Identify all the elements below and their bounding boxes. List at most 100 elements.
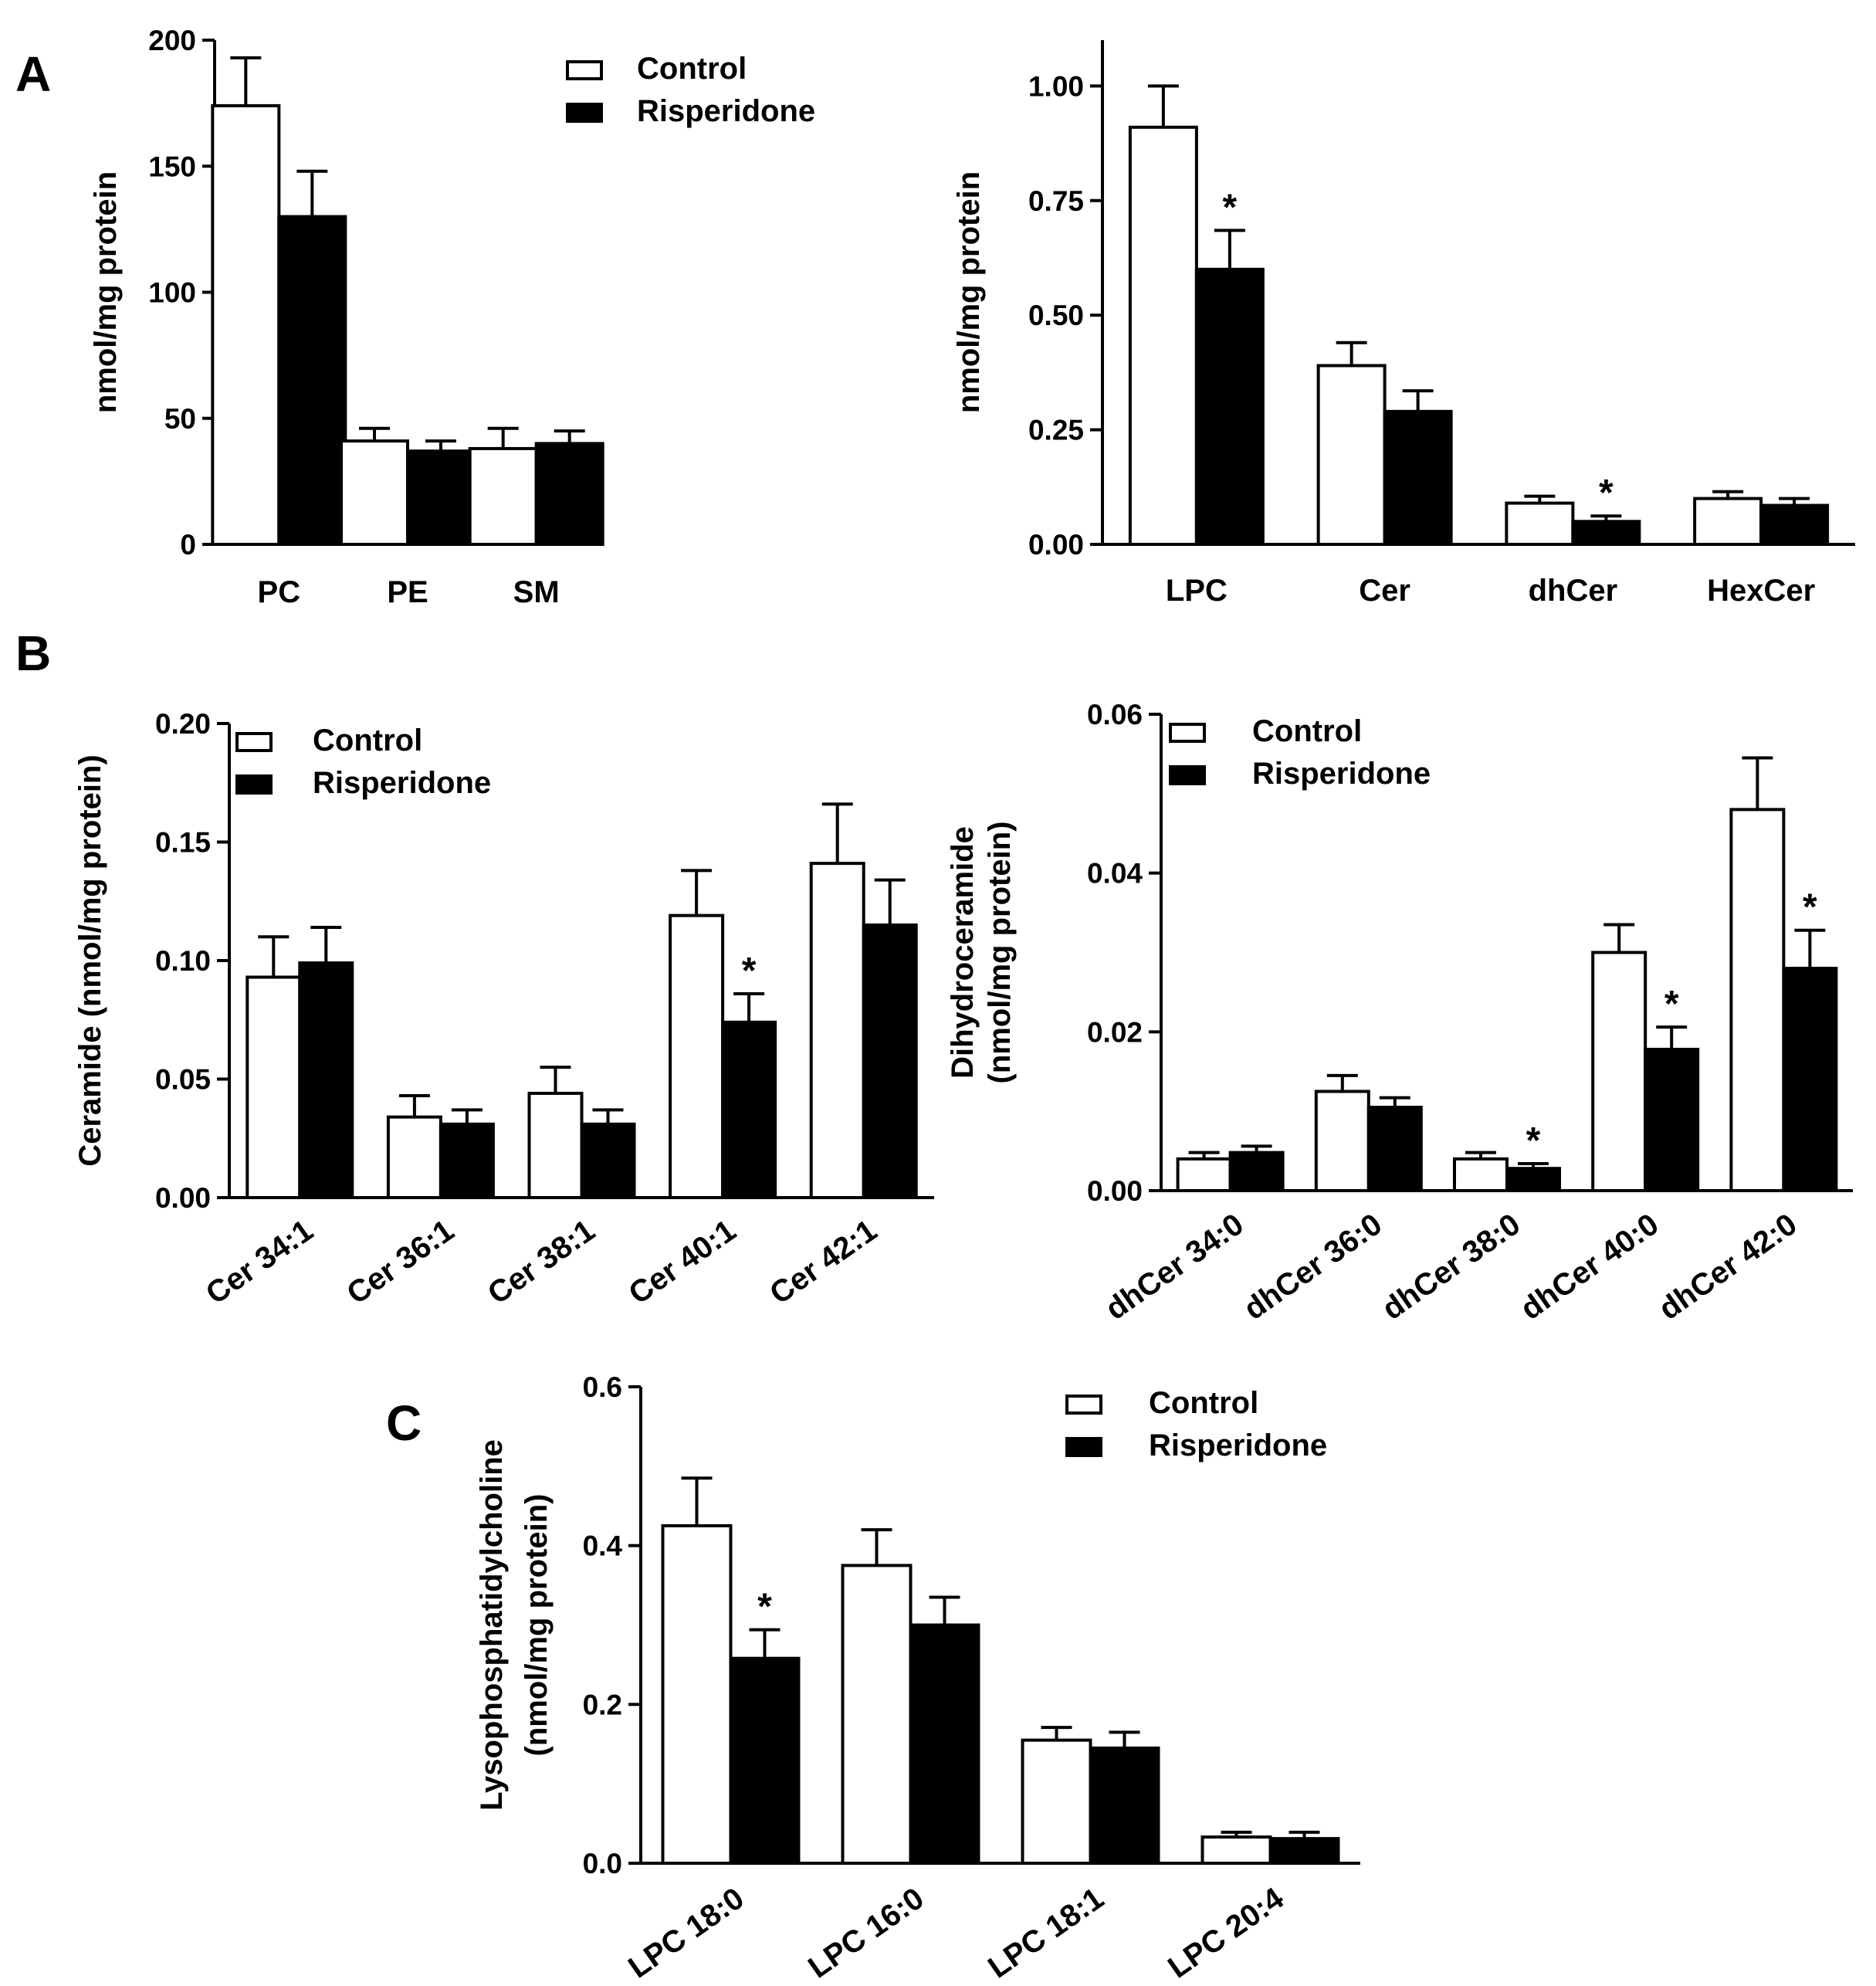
legend-swatch-control	[1065, 1395, 1102, 1415]
bar-control	[661, 1523, 733, 1866]
x-tick-label: SM	[513, 575, 560, 609]
y-tick-label: 0.05	[155, 1064, 211, 1096]
y-axis-label: (nmol/mg protein)	[520, 1494, 554, 1757]
significance-asterisk: *	[1223, 187, 1238, 228]
legend-label-risperidone: Risperidone	[1252, 757, 1431, 791]
y-tick-label: 0.20	[155, 708, 211, 740]
y-tick-label: 0.50	[1028, 300, 1084, 331]
chart-panel-a-minor-lipids: 0.00 0.25 0.50 0.75 1.00 nmol/mg protein * LPC C…	[952, 40, 1855, 608]
y-tick-label: 150	[148, 151, 196, 182]
bar-group: *	[1505, 473, 1641, 547]
y-tick-label: 0.10	[155, 945, 211, 977]
bar-risperidone	[1644, 1047, 1700, 1192]
bar-control	[669, 913, 725, 1200]
legend: Control Risperidone	[1065, 1386, 1327, 1462]
legend-label-risperidone: Risperidone	[313, 766, 491, 800]
chart-panel-a-lipid-classes: A 0 50 100 150 200 nmol/mg protein PC PE SM Contro…	[15, 25, 815, 609]
x-tick-label: dhCer 40:0	[1515, 1207, 1665, 1327]
bar-group	[809, 802, 918, 1199]
y-tick-label: 0.00	[1028, 529, 1084, 561]
bar-control	[841, 1564, 913, 1865]
y-tick-label: 0.15	[155, 827, 211, 859]
x-tick-label: dhCer 38:0	[1377, 1207, 1527, 1327]
significance-asterisk: *	[757, 1587, 772, 1628]
bar-risperidone	[1228, 1151, 1285, 1193]
legend-label-control: Control	[1252, 714, 1362, 748]
x-tick-label: HexCer	[1707, 574, 1815, 608]
legend-label-control: Control	[637, 52, 747, 86]
y-tick-label: 0.4	[583, 1530, 623, 1562]
x-tick-label: dhCer 42:0	[1653, 1207, 1803, 1327]
y-axis-label: Lysophosphatidylcholine	[475, 1439, 509, 1811]
bar-group	[340, 426, 476, 547]
bar-risperidone	[298, 961, 354, 1199]
y-tick-label: 0.2	[583, 1689, 622, 1720]
bar-group: *	[669, 869, 777, 1200]
bar-control	[1591, 951, 1647, 1192]
x-tick-label: PC	[258, 575, 301, 609]
bar-group	[1176, 1144, 1285, 1193]
bar-risperidone	[1366, 1106, 1423, 1193]
y-axis-label: nmol/mg protein	[952, 171, 986, 413]
bar-group	[211, 56, 347, 546]
y-axis-label: nmol/mg protein	[89, 171, 123, 413]
legend-swatch-control	[1169, 723, 1206, 743]
significance-asterisk: *	[742, 951, 757, 991]
bar-risperidone	[1194, 267, 1265, 546]
legend-label-risperidone: Risperidone	[637, 94, 815, 128]
y-tick-label: 0.0	[583, 1848, 622, 1879]
x-tick-label: LPC 18:1	[982, 1881, 1109, 1984]
y-tick-label: 1.00	[1028, 70, 1084, 102]
bar-group	[468, 426, 604, 547]
bar-group	[1693, 490, 1830, 546]
bar-group: *	[1729, 756, 1838, 1193]
x-tick-label: Cer 34:1	[200, 1213, 320, 1311]
legend: Control Risperidone	[566, 52, 815, 128]
bar-risperidone	[1089, 1746, 1160, 1865]
bar-risperidone	[1571, 520, 1641, 546]
bar-risperidone	[909, 1623, 980, 1865]
panel-letter: A	[15, 46, 51, 102]
bar-risperidone	[1383, 409, 1453, 546]
bar-group	[1314, 1073, 1423, 1193]
bar-control	[1314, 1090, 1370, 1193]
y-axis-label: Ceramide (nmol/mg protein)	[73, 754, 107, 1166]
bar-control	[1505, 501, 1575, 547]
x-tick-label: LPC 20:4	[1162, 1881, 1290, 1985]
y-axis-label: (nmol/mg protein)	[983, 822, 1017, 1084]
bar-risperidone	[1759, 503, 1830, 546]
significance-asterisk: *	[1803, 887, 1817, 928]
y-tick-label: 0.00	[1087, 1175, 1143, 1207]
chart-panel-b-ceramide-species: B 0.00 0.05 0.10 0.15 0.20 Ceramide (nmol/mg p…	[15, 625, 934, 1311]
bar-group: *	[1453, 1120, 1561, 1193]
x-tick-label: dhCer	[1529, 574, 1618, 608]
significance-asterisk: *	[1599, 473, 1614, 513]
bar-group	[1021, 1726, 1160, 1866]
bar-risperidone	[1505, 1167, 1561, 1192]
bar-control	[1729, 808, 1786, 1193]
x-tick-label: LPC	[1166, 574, 1228, 608]
panel-letter: B	[15, 625, 51, 681]
chart-panel-c-lpc-species: C 0.0 0.2 0.4 0.6 Lysophosphatidylcholine (nmo…	[386, 1371, 1360, 1985]
x-tick-label: Cer	[1359, 574, 1410, 608]
bar-group	[1316, 341, 1453, 546]
x-tick-label: LPC 18:0	[622, 1881, 750, 1984]
x-tick-label: Cer 36:1	[341, 1213, 461, 1311]
legend-swatch-risperidone	[1169, 765, 1206, 785]
bar-risperidone	[277, 215, 347, 546]
x-tick-label: Cer 42:1	[764, 1213, 883, 1311]
legend: Control Risperidone	[235, 724, 491, 800]
bar-risperidone	[729, 1656, 801, 1865]
bar-control	[246, 975, 302, 1199]
bar-group: *	[1591, 923, 1700, 1192]
bar-group	[386, 1093, 495, 1199]
y-tick-label: 100	[148, 277, 196, 309]
bar-group	[1200, 1830, 1340, 1865]
bar-control	[1200, 1835, 1272, 1865]
chart-panel-b-dihydroceramide-species: 0.00 0.02 0.04 0.06 Dihydroceramide (nmol/mg …	[946, 699, 1853, 1327]
significance-asterisk: *	[1664, 984, 1679, 1025]
bar-control	[1128, 125, 1198, 547]
y-tick-label: 200	[148, 25, 196, 56]
bar-risperidone	[721, 1020, 777, 1199]
